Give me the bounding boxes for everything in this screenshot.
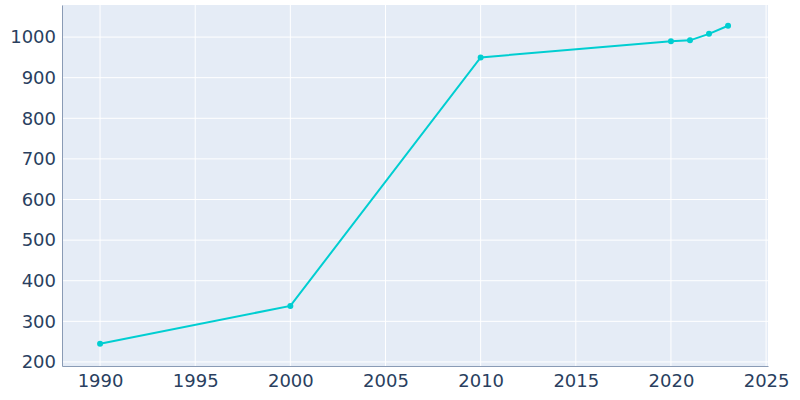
marker (478, 54, 484, 60)
y-grid-line (62, 37, 768, 38)
y-grid-line (62, 240, 768, 241)
x-axis: 1990 1995 2000 2005 2010 2015 2020 2025 (63, 367, 790, 391)
marker (706, 31, 712, 37)
x-tick: 2000 (268, 370, 314, 391)
x-grid-line (575, 5, 576, 366)
y-tick-label: 800 (22, 108, 56, 129)
y-tick-label: 400 (22, 270, 56, 291)
x-grid-line (385, 5, 386, 366)
y-tick-label: 900 (22, 67, 56, 88)
series (97, 23, 731, 347)
x-tick-label: 2015 (553, 370, 599, 391)
x-tick-label: 2020 (649, 370, 695, 391)
x-tick: 2025 (744, 370, 790, 391)
y-tick-label: 300 (22, 311, 56, 332)
y-tick-label: 500 (22, 229, 56, 250)
x-tick-label: 2005 (363, 370, 409, 391)
x-tick-label: 1995 (173, 370, 219, 391)
y-tick: 300 (22, 311, 56, 332)
y-grid-line (62, 118, 768, 119)
x-tick: 1995 (173, 370, 219, 391)
x-tick: 2005 (363, 370, 409, 391)
y-grid-line (62, 361, 768, 362)
marker (97, 341, 103, 347)
y-tick: 800 (22, 108, 56, 129)
y-axis-line (62, 6, 63, 367)
plot-background (62, 5, 768, 366)
y-grid-line (62, 321, 768, 322)
x-grid-line (195, 5, 196, 366)
y-grid-line (62, 158, 768, 159)
chart: 1990 1995 2000 2005 2010 2015 2020 2025 200 300 40… (0, 0, 800, 400)
x-tick-label: 2025 (744, 370, 790, 391)
marker (668, 38, 674, 44)
y-tick-label: 200 (22, 351, 56, 372)
x-tick: 2015 (553, 370, 599, 391)
x-tick: 2020 (649, 370, 695, 391)
y-tick: 1000 (10, 26, 56, 47)
y-grid-line (62, 77, 768, 78)
x-axis-line (63, 366, 769, 367)
y-tick: 500 (22, 229, 56, 250)
y-tick-label: 700 (22, 148, 56, 169)
y-tick-label: 600 (22, 189, 56, 210)
marker (725, 23, 731, 29)
x-grid-line (100, 5, 101, 366)
grid (62, 5, 768, 366)
x-grid-line (766, 5, 767, 366)
y-tick: 200 (22, 351, 56, 372)
y-grid-line (62, 280, 768, 281)
x-grid-line (290, 5, 291, 366)
marker (687, 37, 693, 43)
line (100, 26, 728, 344)
y-axis: 200 300 400 500 600 700 800 900 1000 (10, 6, 62, 373)
x-tick-label: 1990 (78, 370, 124, 391)
x-tick-label: 2010 (458, 370, 504, 391)
y-tick: 700 (22, 148, 56, 169)
x-tick: 1990 (78, 370, 124, 391)
y-tick: 600 (22, 189, 56, 210)
y-tick: 900 (22, 67, 56, 88)
x-tick-label: 2000 (268, 370, 314, 391)
x-grid-line (670, 5, 671, 366)
x-tick: 2010 (458, 370, 504, 391)
y-tick-label: 1000 (10, 26, 56, 47)
y-tick: 400 (22, 270, 56, 291)
marker (287, 303, 293, 309)
plot: 1990 1995 2000 2005 2010 2015 2020 2025 200 300 40… (10, 5, 789, 391)
y-grid-line (62, 199, 768, 200)
